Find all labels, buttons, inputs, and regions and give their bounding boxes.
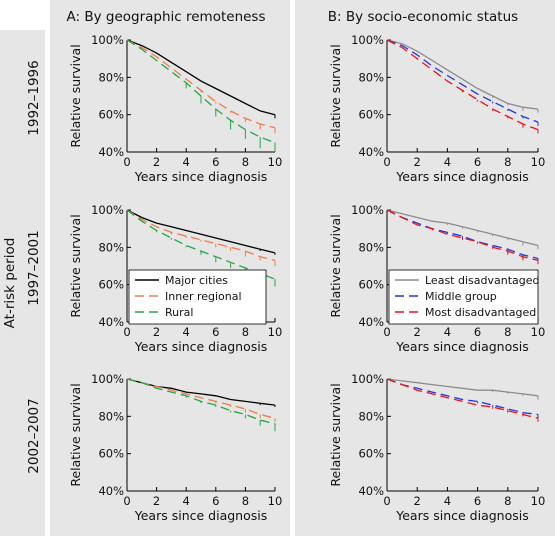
x-tick-label: 6 — [474, 155, 481, 169]
y-axis-label: Relative survival — [68, 383, 83, 486]
y-tick-label: 100% — [91, 203, 124, 217]
y-tick-label: 40% — [98, 484, 124, 498]
y-tick-label: 60% — [98, 108, 124, 122]
y-axis-label: Relative survival — [328, 383, 343, 486]
x-tick-label: 4 — [183, 155, 190, 169]
y-tick-label: 80% — [358, 409, 384, 423]
x-tick-label: 2 — [153, 155, 160, 169]
legend-label: Least disadvantaged — [425, 274, 540, 287]
x-axis-label: Years since diagnosis — [134, 339, 267, 354]
x-tick-label: 0 — [383, 325, 390, 339]
x-tick-label: 2 — [153, 494, 160, 508]
x-tick-label: 0 — [123, 155, 130, 169]
x-tick-label: 0 — [123, 494, 130, 508]
y-tick-label: 60% — [358, 108, 384, 122]
x-tick-label: 2 — [153, 325, 160, 339]
x-tick-label: 10 — [531, 494, 546, 508]
row-label-2: 1997–2001 — [26, 230, 42, 305]
y-tick-label: 60% — [358, 447, 384, 461]
y-tick-label: 40% — [358, 315, 384, 329]
y-axis-label: Relative survival — [328, 214, 343, 317]
x-tick-label: 6 — [212, 325, 219, 339]
x-tick-label: 4 — [444, 325, 451, 339]
x-axis-label: Years since diagnosis — [134, 508, 267, 523]
y-axis-label: Relative survival — [328, 44, 343, 147]
x-tick-label: 8 — [504, 494, 511, 508]
x-tick-label: 4 — [183, 325, 190, 339]
legend-label: Middle group — [425, 290, 497, 303]
x-tick-label: 8 — [242, 325, 249, 339]
row-group-label: At-risk period — [2, 238, 18, 329]
legend-label: Major cities — [165, 274, 228, 287]
y-tick-label: 60% — [98, 447, 124, 461]
x-tick-label: 6 — [212, 155, 219, 169]
legend-label: Most disadvantaged — [425, 306, 536, 319]
x-tick-label: 10 — [268, 494, 283, 508]
y-axis-label: Relative survival — [68, 44, 83, 147]
x-axis-label: Years since diagnosis — [134, 169, 267, 184]
legend-label: Inner regional — [165, 290, 242, 303]
y-tick-label: 80% — [358, 70, 384, 84]
y-tick-label: 80% — [358, 240, 384, 254]
x-tick-label: 10 — [531, 155, 546, 169]
y-tick-label: 80% — [98, 240, 124, 254]
y-tick-label: 100% — [351, 372, 384, 386]
legend-a: Major cities Inner regional Rural — [129, 270, 266, 324]
x-tick-label: 8 — [504, 155, 511, 169]
x-tick-label: 0 — [123, 325, 130, 339]
x-tick-label: 4 — [183, 494, 190, 508]
x-tick-label: 2 — [414, 494, 421, 508]
row-label-1: 1992–1996 — [26, 60, 42, 135]
y-tick-label: 80% — [98, 409, 124, 423]
y-tick-label: 60% — [98, 278, 124, 292]
legend-label: Rural — [165, 306, 193, 319]
x-axis-label: Years since diagnosis — [395, 508, 528, 523]
y-tick-label: 40% — [358, 484, 384, 498]
y-axis-label: Relative survival — [68, 214, 83, 317]
legend-b: Least disadvantaged Middle group Most disa… — [389, 270, 540, 324]
column-header-a: A: By geographic remoteness — [67, 9, 266, 25]
x-tick-label: 8 — [504, 325, 511, 339]
x-tick-label: 0 — [383, 155, 390, 169]
x-tick-label: 2 — [414, 155, 421, 169]
x-axis-label: Years since diagnosis — [395, 169, 528, 184]
y-tick-label: 40% — [98, 145, 124, 159]
y-tick-label: 100% — [351, 33, 384, 47]
y-tick-label: 40% — [358, 145, 384, 159]
column-header-b: B: By socio-economic status — [328, 9, 518, 25]
x-tick-label: 8 — [242, 494, 249, 508]
y-tick-label: 80% — [98, 70, 124, 84]
x-tick-label: 6 — [474, 494, 481, 508]
y-tick-label: 40% — [98, 315, 124, 329]
x-tick-label: 8 — [242, 155, 249, 169]
x-tick-label: 4 — [444, 155, 451, 169]
y-tick-label: 100% — [351, 203, 384, 217]
column-a-background — [50, 0, 290, 536]
y-tick-label: 60% — [358, 278, 384, 292]
y-tick-label: 100% — [91, 33, 124, 47]
x-tick-label: 10 — [268, 155, 283, 169]
x-tick-label: 6 — [212, 494, 219, 508]
x-tick-label: 2 — [414, 325, 421, 339]
x-tick-label: 0 — [383, 494, 390, 508]
row-label-3: 2002–2007 — [26, 398, 42, 473]
x-tick-label: 10 — [531, 325, 546, 339]
x-tick-label: 4 — [444, 494, 451, 508]
x-tick-label: 6 — [474, 325, 481, 339]
x-tick-label: 10 — [268, 325, 283, 339]
y-tick-label: 100% — [91, 372, 124, 386]
x-axis-label: Years since diagnosis — [395, 339, 528, 354]
